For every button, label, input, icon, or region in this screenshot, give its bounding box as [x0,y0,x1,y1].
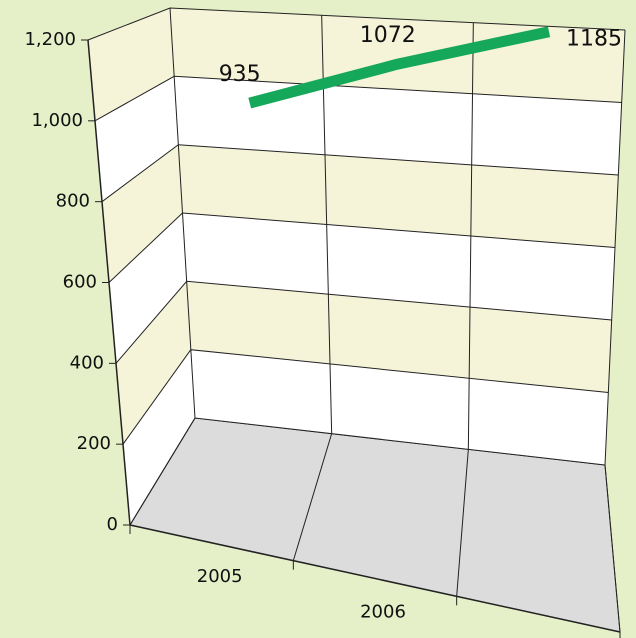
x-axis [129,524,621,633]
floor-divider [292,433,333,561]
data-label: 1072 [360,23,416,48]
back-wall-band [182,213,615,320]
floor-divider [129,417,196,526]
y-tick-label: 600 [63,272,97,293]
back-wall-band [170,8,625,103]
back-wall-divider [169,7,196,419]
back-wall-band [174,76,622,175]
x-tick-label: 2005 [197,566,243,587]
back-wall-band [186,281,612,393]
y-axis [87,39,131,526]
side-wall-band [123,349,195,525]
back-wall-divider [604,29,626,466]
y-tick-label: 400 [70,352,104,373]
back-wall-band [190,349,609,465]
x-tick-label: 2006 [360,602,406,623]
back-wall-band [178,144,619,248]
side-wall-band [116,281,191,445]
y-tick-label: 1,000 [31,110,83,131]
floor-divider [604,464,621,633]
side-wall-band [102,144,183,283]
side-wall-band [109,213,187,364]
y-tick-label: 0 [107,514,118,535]
y-tick-label: 800 [56,191,90,212]
floor-divider [456,449,469,597]
side-wall-band [88,8,175,121]
back-wall-divider [467,22,474,450]
side-wall-band [95,76,179,202]
line [248,26,551,109]
data-label: 935 [219,62,261,87]
data-label: 1185 [566,27,622,52]
y-tick-label: 200 [77,433,111,454]
y-tick-label: 1,200 [24,29,76,50]
